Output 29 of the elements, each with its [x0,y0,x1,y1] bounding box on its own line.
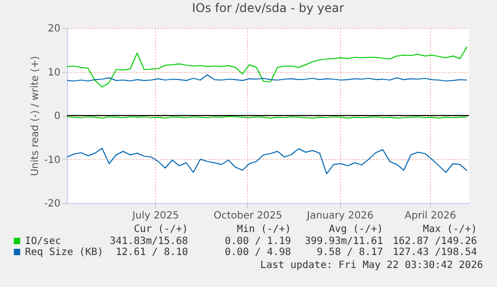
y-tick-label: -20 [44,198,60,210]
text: 9.58 / 8.17 [316,247,383,258]
y-axis-title: Units read (-) / write (+) [30,56,42,176]
legend-label: IO/sec [25,236,62,247]
y-tick-label: 10 [48,67,60,78]
line-series [66,74,468,82]
text: Min (-/+) [236,224,291,235]
chart-title: IOs for /dev/sda - by year [192,1,344,15]
text: Cur (-/+) [134,224,188,235]
text: Last update: Fri May 22 03:30:42 2026 [260,260,483,271]
text: 399.93m/11.61 [304,236,383,247]
text: 12.61 / 8.10 [116,247,188,258]
text: 162.87 /149.26 [392,236,477,247]
text: 0.00 / 1.19 [224,236,291,247]
x-tick-label: April 2026 [404,210,456,222]
x-tick-label: January 2026 [306,210,374,222]
text: Max (-/+) [422,224,477,235]
text: 341.83m/15.68 [110,236,188,247]
legend-label: Req Size (KB) [25,247,104,258]
y-tick-label: 20 [48,24,60,34]
text: 127.43 /198.54 [392,247,477,258]
line-series [66,46,468,88]
line-series [66,148,468,174]
text: Avg (-/+) [328,224,383,235]
text: 0.00 / 4.98 [224,247,291,258]
y-tick-label: -10 [44,154,60,166]
x-tick-label: July 2025 [131,210,180,222]
x-tick-label: October 2025 [214,210,282,222]
y-tick-label: 0 [54,111,60,122]
